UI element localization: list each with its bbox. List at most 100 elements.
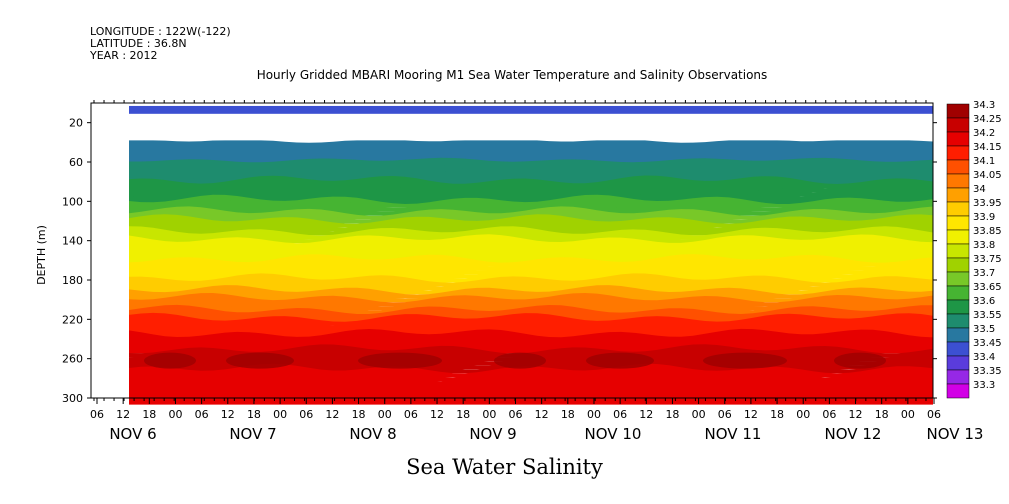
x-date-label: NOV 10 bbox=[585, 425, 642, 443]
x-hour-label: 00 bbox=[587, 408, 601, 421]
x-date-label: NOV 12 bbox=[825, 425, 882, 443]
colorbar-label: 33.95 bbox=[973, 198, 1002, 209]
x-hour-label: 00 bbox=[273, 408, 287, 421]
x-hour-label: 00 bbox=[482, 408, 496, 421]
x-hour-label: 00 bbox=[692, 408, 706, 421]
colorbar-swatch bbox=[946, 271, 970, 287]
colorbar-swatch bbox=[946, 159, 970, 175]
high-salinity-patch bbox=[586, 352, 654, 369]
high-salinity-patch bbox=[226, 352, 294, 369]
x-date-label: NOV 13 bbox=[927, 425, 984, 443]
y-tick-label: 60 bbox=[69, 156, 83, 169]
x-hour-label: 00 bbox=[796, 408, 810, 421]
colorbar: 34.3 34.25 34.2 34.15 34.1 34.05 34 33.95 33.9 33… bbox=[946, 100, 1002, 399]
colorbar-label: 33.7 bbox=[973, 268, 995, 279]
colorbar-label: 33.75 bbox=[973, 254, 1002, 265]
x-date-label: NOV 7 bbox=[229, 425, 276, 443]
x-hour-label: 06 bbox=[509, 408, 523, 421]
colorbar-label: 33.65 bbox=[973, 282, 1002, 293]
y-tick-label: 100 bbox=[62, 195, 83, 208]
x-hour-label: 00 bbox=[378, 408, 392, 421]
y-tick-label: 20 bbox=[69, 117, 83, 130]
x-date-label: NOV 6 bbox=[109, 425, 156, 443]
x-hour-label: 18 bbox=[142, 408, 156, 421]
colorbar-swatch bbox=[946, 229, 970, 245]
x-hour-label: 12 bbox=[535, 408, 549, 421]
colorbar-label: 34 bbox=[973, 184, 986, 195]
x-hour-label: 06 bbox=[195, 408, 209, 421]
colorbar-label: 34.05 bbox=[973, 170, 1002, 181]
colorbar-swatch bbox=[946, 187, 970, 203]
salinity-chart: 20 60 100 140 180 220 260 300 06 12 18 00 06 12 18 00 06… bbox=[35, 100, 1002, 443]
y-tick-label: 180 bbox=[62, 274, 83, 287]
colorbar-swatch bbox=[946, 243, 970, 259]
x-hour-label: 00 bbox=[901, 408, 915, 421]
colorbar-label: 34.2 bbox=[973, 128, 995, 139]
x-hour-label: 06 bbox=[613, 408, 627, 421]
high-salinity-patch bbox=[144, 352, 196, 369]
colorbar-label: 33.9 bbox=[973, 212, 995, 223]
x-hour-label: 06 bbox=[404, 408, 418, 421]
colorbar-swatch bbox=[946, 201, 970, 217]
colorbar-swatch bbox=[946, 369, 970, 385]
x-hour-label: 18 bbox=[561, 408, 575, 421]
colorbar-swatch bbox=[946, 131, 970, 147]
x-hour-label: 12 bbox=[849, 408, 863, 421]
colorbar-label: 33.4 bbox=[973, 352, 995, 363]
high-salinity-patch bbox=[494, 352, 546, 369]
colorbar-label: 34.1 bbox=[973, 156, 995, 167]
surface-salinity-strip bbox=[129, 105, 933, 114]
x-hour-label: 18 bbox=[352, 408, 366, 421]
y-tick-label: 260 bbox=[62, 353, 83, 366]
colorbar-label: 33.8 bbox=[973, 240, 995, 251]
chart-title: Hourly Gridded MBARI Mooring M1 Sea Wate… bbox=[256, 68, 768, 82]
salinity-contour-field bbox=[91, 103, 933, 405]
x-hour-label: 06 bbox=[718, 408, 732, 421]
colorbar-label: 33.45 bbox=[973, 338, 1002, 349]
colorbar-swatch bbox=[946, 103, 970, 119]
colorbar-label: 33.5 bbox=[973, 324, 995, 335]
colorbar-label: 33.55 bbox=[973, 310, 1002, 321]
x-hour-label: 18 bbox=[875, 408, 889, 421]
colorbar-swatch bbox=[946, 173, 970, 189]
colorbar-swatch bbox=[946, 117, 970, 133]
x-hour-label: 12 bbox=[744, 408, 758, 421]
longitude-label: LONGITUDE : 122W(-122) bbox=[90, 25, 231, 38]
colorbar-swatch bbox=[946, 285, 970, 301]
x-hour-label: 12 bbox=[116, 408, 130, 421]
colorbar-label: 34.3 bbox=[973, 100, 995, 111]
y-tick-label: 300 bbox=[62, 392, 83, 405]
no-data-region bbox=[91, 103, 129, 398]
x-hour-label: 00 bbox=[168, 408, 182, 421]
colorbar-label: 33.35 bbox=[973, 366, 1002, 377]
x-date-label: NOV 9 bbox=[469, 425, 516, 443]
x-hour-label: 18 bbox=[456, 408, 470, 421]
high-salinity-patch bbox=[358, 352, 442, 369]
axis-ticks: 20 60 100 140 180 220 260 300 06 12 18 00 06 12 18 00 06… bbox=[62, 100, 983, 443]
salinity-band bbox=[129, 393, 933, 405]
colorbar-swatch bbox=[946, 299, 970, 315]
y-axis-title: DEPTH (m) bbox=[35, 225, 48, 285]
x-hour-label: 18 bbox=[770, 408, 784, 421]
colorbar-swatch bbox=[946, 257, 970, 273]
x-hour-label: 12 bbox=[325, 408, 339, 421]
x-hour-label: 06 bbox=[927, 408, 941, 421]
year-label: YEAR : 2012 bbox=[90, 49, 158, 62]
x-axis-title: Sea Water Salinity bbox=[406, 455, 603, 479]
x-hour-label: 12 bbox=[639, 408, 653, 421]
x-hour-label: 12 bbox=[430, 408, 444, 421]
x-date-label: NOV 11 bbox=[705, 425, 762, 443]
colorbar-swatch bbox=[946, 341, 970, 357]
x-hour-label: 18 bbox=[247, 408, 261, 421]
x-hour-label: 06 bbox=[822, 408, 836, 421]
colorbar-swatch bbox=[946, 145, 970, 161]
colorbar-label: 33.3 bbox=[973, 380, 995, 391]
x-hour-label: 12 bbox=[221, 408, 235, 421]
y-tick-label: 140 bbox=[62, 235, 83, 248]
colorbar-swatch bbox=[946, 383, 970, 399]
colorbar-label: 34.25 bbox=[973, 114, 1002, 125]
latitude-label: LATITUDE : 36.8N bbox=[90, 37, 187, 50]
high-salinity-patch bbox=[703, 352, 787, 369]
plot-frame bbox=[90, 102, 934, 399]
colorbar-swatch bbox=[946, 313, 970, 329]
